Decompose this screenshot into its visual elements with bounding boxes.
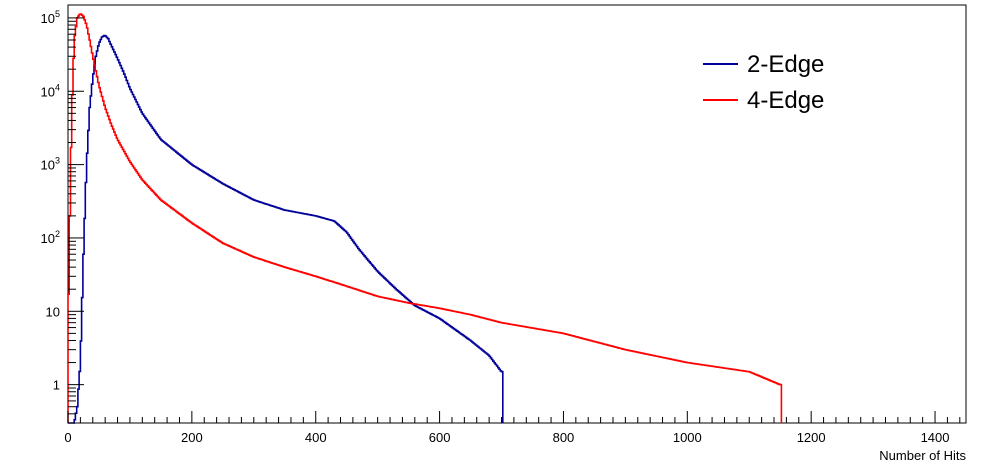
y-axis: 1 10 102 103 104 105 — [41, 9, 84, 424]
series-layer — [67, 13, 783, 424]
y-tick-label: 10 — [46, 304, 60, 319]
plot-frame — [67, 4, 967, 424]
series-line-1 — [68, 34, 504, 424]
series-line-2 — [67, 13, 783, 423]
x-tick-label: 400 — [305, 430, 327, 445]
y-tick-label: 1 — [53, 378, 60, 393]
legend-label: 4-Edge — [747, 87, 824, 114]
legend-label: 2-Edge — [747, 51, 824, 78]
x-axis-title: Number of Hits — [879, 448, 966, 463]
x-tick-label: 0 — [64, 430, 71, 445]
x-tick-label: 1200 — [797, 430, 826, 445]
x-tick-label: 200 — [181, 430, 203, 445]
x-axis: 0 200 400 600 800 1000 1200 1400 — [64, 411, 961, 445]
y-tick-label: 102 — [41, 229, 60, 246]
x-tick-label: 1000 — [673, 430, 702, 445]
y-tick-label: 103 — [41, 156, 60, 173]
x-tick-label: 600 — [429, 430, 451, 445]
y-tick-label: 104 — [41, 82, 60, 99]
legend: 2-Edge 4-Edge — [703, 51, 824, 114]
x-tick-label: 1400 — [921, 430, 950, 445]
x-tick-label: 800 — [553, 430, 575, 445]
y-tick-label: 105 — [41, 9, 60, 26]
